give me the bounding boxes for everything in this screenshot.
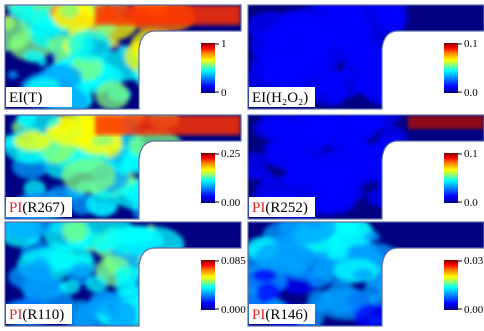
label-background — [6, 197, 72, 217]
panel-label: PI(R252) — [252, 200, 308, 216]
panel-ei-t: 1 0 EI(T) — [4, 4, 242, 110]
label-background — [6, 87, 72, 107]
colorbar — [201, 153, 215, 203]
panel-pi-r110: 0.085 0.000 PI(R110) — [4, 221, 246, 327]
label-background — [6, 304, 72, 324]
colorbar-max-label: 1 — [221, 38, 227, 50]
panel-label: EI(T) — [9, 90, 42, 106]
colorbar — [444, 260, 458, 310]
panel-label: PI(R267) — [9, 200, 65, 216]
panel-ei-h2o2: 0.1 0.0 EI(H₂O₂) — [247, 4, 484, 110]
colorbar-max-label: 0.03 — [464, 255, 484, 267]
label-background — [249, 304, 315, 324]
colorbar — [201, 260, 215, 310]
colorbar-min-label: 0 — [221, 87, 227, 99]
colorbar-max-label: 0.25 — [221, 148, 241, 160]
colorbar-min-label: 0.0 — [464, 197, 478, 209]
colorbar-min-label: 0.0 — [464, 87, 478, 99]
colorbar — [444, 43, 458, 93]
panel-pi-r146: 0.03 0.00 PI(R146) — [247, 221, 484, 327]
colorbar — [201, 43, 215, 93]
panel-label: PI(R146) — [252, 307, 308, 323]
colorbar-min-label: 0.00 — [221, 197, 241, 209]
colorbar-max-label: 0.1 — [464, 148, 478, 160]
colorbar — [444, 153, 458, 203]
colorbar-min-label: 0.000 — [221, 304, 246, 316]
label-background — [249, 87, 315, 107]
colorbar-max-label: 0.1 — [464, 38, 478, 50]
colorbar-min-label: 0.00 — [464, 304, 484, 316]
panel-pi-r252: 0.1 0.0 PI(R252) — [247, 114, 484, 220]
panel-label: EI(H₂O₂) — [252, 90, 308, 106]
panel-pi-r267: 0.25 0.00 PI(R267) — [4, 114, 242, 220]
colorbar-max-label: 0.085 — [221, 255, 246, 267]
panel-label: PI(R110) — [9, 307, 64, 323]
label-background — [249, 197, 315, 217]
